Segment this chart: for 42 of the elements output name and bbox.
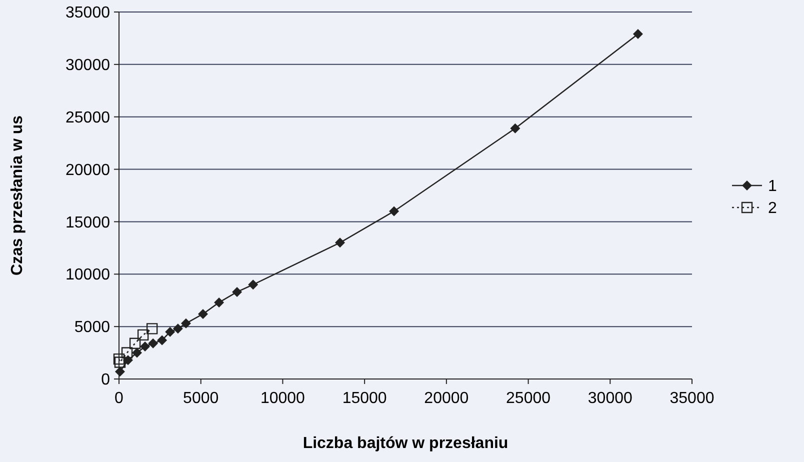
legend-label: 1: [768, 178, 777, 196]
point: [248, 280, 258, 290]
x-tick-label: 30000: [588, 390, 632, 407]
y-tick-label: 30000: [66, 57, 110, 74]
point: [113, 353, 125, 365]
point: [148, 338, 158, 348]
point: [172, 324, 183, 334]
legend-label: 2: [768, 200, 777, 218]
x-tick-label: 5000: [183, 390, 219, 407]
point: [114, 356, 126, 368]
y-tick-label: 0: [101, 372, 110, 389]
x-tick-label: 10000: [260, 390, 306, 407]
point: [157, 335, 168, 346]
x-tick-label: 0: [114, 390, 124, 407]
point: [632, 29, 643, 40]
point: [335, 238, 346, 248]
point: [214, 297, 224, 308]
point: [165, 326, 176, 337]
y-tick-label: 15000: [66, 214, 110, 232]
point: [198, 308, 208, 319]
x-axis-title: Liczba bajtów w przesłaniu: [302, 435, 508, 452]
point: [137, 329, 149, 341]
x-tick-label: 35000: [670, 390, 714, 407]
point: [180, 318, 191, 328]
x-tick-label: 25000: [506, 390, 551, 407]
y-tick-label: 20000: [66, 162, 110, 179]
x-tick-label: 15000: [342, 390, 387, 407]
point: [121, 347, 133, 358]
point: [140, 341, 150, 352]
y-tick-label: 5000: [74, 319, 110, 336]
y-tick-label: 35000: [66, 4, 110, 22]
x-tick-label: 20000: [424, 390, 469, 407]
point: [389, 206, 400, 216]
point: [146, 323, 158, 334]
point: [114, 366, 125, 377]
point: [510, 123, 520, 134]
point: [129, 338, 141, 349]
point: [132, 348, 142, 358]
y-axis-title: Czas przesłania w us: [9, 115, 26, 276]
y-tick-label: 25000: [66, 109, 110, 126]
point: [232, 286, 242, 297]
y-tick-label: 10000: [66, 266, 110, 284]
